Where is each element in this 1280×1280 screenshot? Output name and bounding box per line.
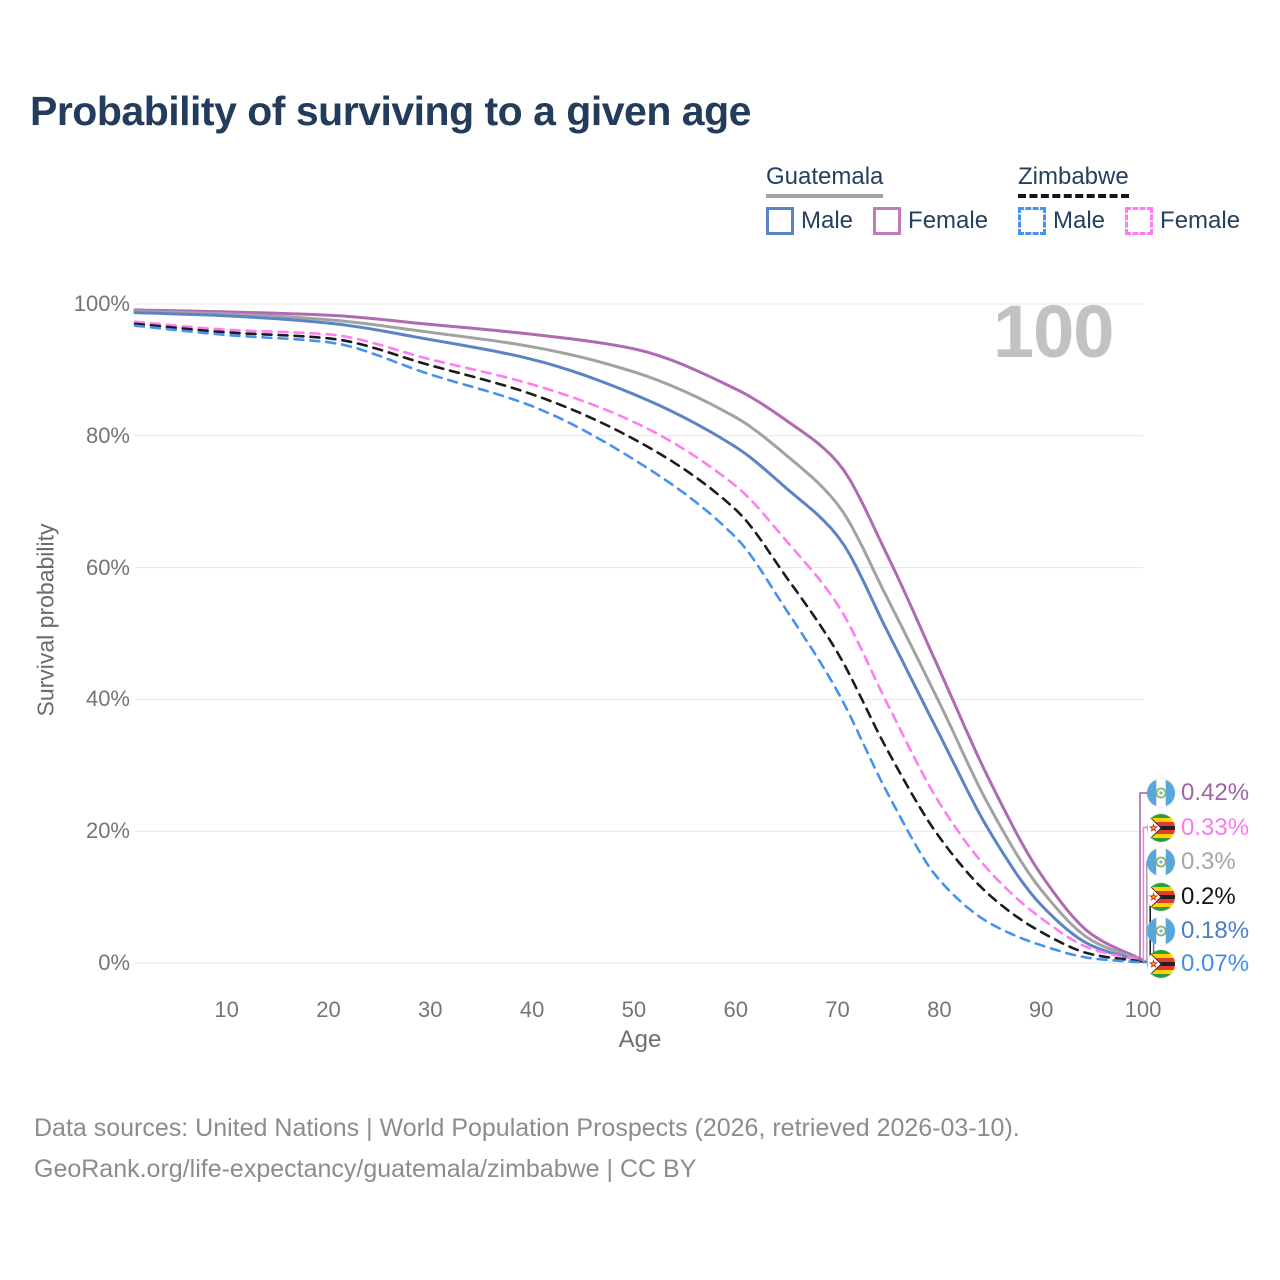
x-tick-70: 70 xyxy=(825,997,850,1022)
chart-title: Probability of surviving to a given age xyxy=(30,88,751,134)
end-value-guatemala-female: 0.42% xyxy=(1181,779,1250,806)
legend-group-guatemala: Guatemala Male Female xyxy=(766,163,988,235)
data-source-line: Data sources: United Nations | World Pop… xyxy=(34,1114,1020,1142)
line-guatemala-male xyxy=(133,311,1145,964)
end-value-guatemala-both-sexes: 0.3% xyxy=(1181,848,1236,875)
legend-items-zimbabwe: Male Female xyxy=(1018,207,1240,235)
end-value-zimbabwe-both-sexes: 0.2% xyxy=(1181,882,1236,910)
guatemala-flag-icon xyxy=(1147,917,1175,945)
guatemala-flag-icon xyxy=(1147,779,1175,807)
x-tick-100: 100 xyxy=(1124,997,1162,1022)
end-value-zimbabwe-male: 0.07% xyxy=(1181,949,1250,977)
y-tick-0pct: 0% xyxy=(98,950,130,975)
x-tick-20: 20 xyxy=(316,997,341,1022)
zimbabwe-flag-icon xyxy=(1147,949,1175,978)
y-tick-40pct: 40% xyxy=(85,686,130,712)
attribution-line: GeoRank.org/life-expectancy/guatemala/zi… xyxy=(34,1155,697,1183)
guatemala-flag-icon xyxy=(1147,848,1175,876)
x-tick-80: 80 xyxy=(927,997,952,1022)
legend-item-zimbabwe-female[interactable]: Female xyxy=(1125,207,1240,235)
zimbabwe-flag-icon xyxy=(1147,813,1175,842)
legend-item-guatemala-male[interactable]: Male xyxy=(766,207,853,235)
end-value-zimbabwe-female: 0.33% xyxy=(1181,813,1250,841)
line-zimbabwe-both-sexes xyxy=(133,322,1145,963)
zimbabwe-flag-icon xyxy=(1147,882,1175,911)
age-watermark: 100 xyxy=(993,290,1114,373)
zimbabwe-flag-icon xyxy=(1147,813,1175,842)
y-tick-80pct: 80% xyxy=(85,422,130,448)
legend-label-guatemala-male: Male xyxy=(801,207,854,234)
x-tick-90: 90 xyxy=(1028,997,1054,1022)
guatemala-flag-icon xyxy=(1147,848,1175,876)
x-tick-60: 60 xyxy=(723,997,748,1022)
legend-item-zimbabwe-male[interactable]: Male xyxy=(1018,207,1105,235)
y-tick-60pct: 60% xyxy=(85,554,130,580)
line-guatemala-both-sexes xyxy=(133,309,1145,963)
legend-swatch-zimbabwe-female xyxy=(1125,207,1154,235)
legend-swatch-guatemala-female xyxy=(873,207,902,235)
end-label-zimbabwe-female: 0.33% xyxy=(1147,813,1249,843)
legend-group-zimbabwe: Zimbabwe Male Female xyxy=(1018,163,1240,235)
x-axis-title: Age xyxy=(618,1026,662,1053)
guatemala-flag-icon xyxy=(1147,779,1175,807)
legend-swatch-guatemala-male xyxy=(766,207,794,235)
y-tick-20pct: 20% xyxy=(85,818,130,844)
x-tick-40: 40 xyxy=(519,997,545,1022)
legend-country-guatemala[interactable]: Guatemala xyxy=(766,163,884,198)
legend-item-guatemala-female[interactable]: Female xyxy=(873,207,988,235)
x-tick-50: 50 xyxy=(621,997,647,1022)
line-zimbabwe-female xyxy=(133,320,1145,963)
line-guatemala-female xyxy=(133,308,1145,962)
x-tick-10: 10 xyxy=(214,997,239,1022)
line-zimbabwe-male xyxy=(133,324,1145,964)
end-label-guatemala-both-sexes: 0.3% xyxy=(1147,847,1236,877)
guatemala-flag-icon xyxy=(1147,917,1175,945)
end-label-zimbabwe-male: 0.07% xyxy=(1147,949,1249,979)
end-label-zimbabwe-both-sexes: 0.2% xyxy=(1147,882,1236,912)
zimbabwe-flag-icon xyxy=(1147,882,1175,911)
legend-country-zimbabwe[interactable]: Zimbabwe xyxy=(1018,163,1129,198)
zimbabwe-flag-icon xyxy=(1147,949,1175,978)
legend-items-guatemala: Male Female xyxy=(766,207,988,235)
legend-swatch-zimbabwe-male xyxy=(1018,207,1046,235)
legend-label-zimbabwe-female: Female xyxy=(1160,207,1241,234)
legend-label-zimbabwe-male: Male xyxy=(1053,207,1106,234)
footer: Data sources: United Nations | World Pop… xyxy=(34,1108,1020,1190)
end-value-guatemala-male: 0.18% xyxy=(1181,917,1250,944)
end-label-guatemala-male: 0.18% xyxy=(1147,916,1249,946)
x-tick-30: 30 xyxy=(418,997,443,1022)
legend-label-guatemala-female: Female xyxy=(908,207,989,234)
end-label-guatemala-female: 0.42% xyxy=(1147,778,1249,808)
y-tick-100pct: 100% xyxy=(73,291,130,316)
